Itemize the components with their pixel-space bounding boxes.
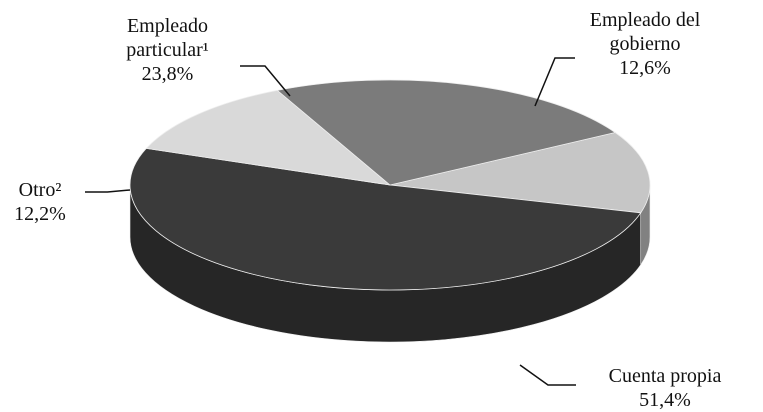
value-label: 12,6% xyxy=(619,57,671,79)
value-label: 12,2% xyxy=(14,203,66,225)
slice xyxy=(145,89,392,186)
category-label: Empleado del gobierno xyxy=(589,9,701,55)
category-label: Otro² xyxy=(18,179,62,201)
slice-label: Cuenta propia 51,4% xyxy=(570,364,760,412)
slice-label: Empleado particular¹ 23,8% xyxy=(100,14,235,86)
slice xyxy=(276,79,617,186)
value-label: 23,8% xyxy=(141,63,194,85)
slice-label: Otro² 12,2% xyxy=(0,178,80,226)
value-label: 51,4% xyxy=(639,389,691,411)
category-label: Cuenta propia xyxy=(608,365,722,387)
leader-line xyxy=(240,65,291,97)
slice xyxy=(389,132,651,214)
leader-line xyxy=(85,189,131,193)
slice xyxy=(129,147,642,291)
category-label: Empleado particular¹ xyxy=(126,15,209,61)
leader-line xyxy=(534,57,575,107)
leader-line xyxy=(519,364,576,386)
slice-label: Empleado del gobierno 12,6% xyxy=(560,8,730,80)
